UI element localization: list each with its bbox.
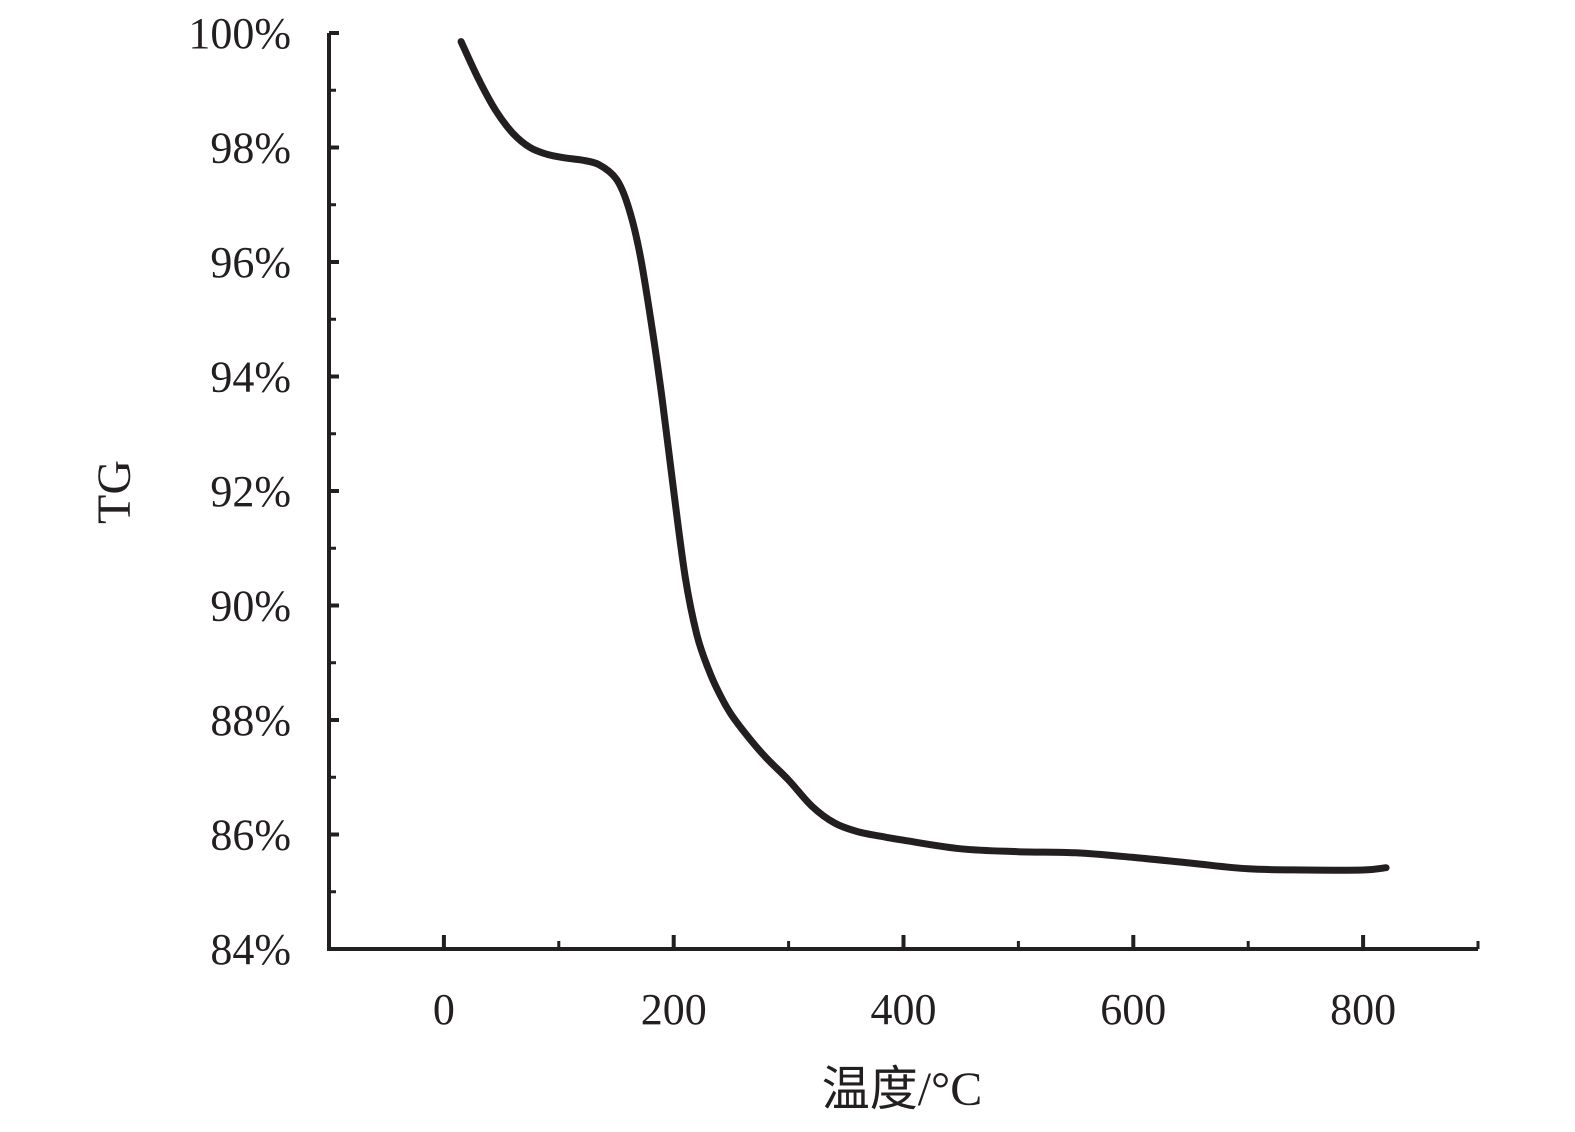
x-axis-ticks: 0 200 400 600 800 bbox=[433, 935, 1480, 1034]
y-tick-label-88: 88% bbox=[210, 696, 291, 745]
y-tick-label-94: 94% bbox=[210, 353, 291, 402]
x-tick-label-800: 800 bbox=[1330, 985, 1396, 1034]
y-axis-label: TG bbox=[88, 460, 141, 524]
axes bbox=[327, 33, 1478, 951]
y-tick-label-90: 90% bbox=[210, 582, 291, 631]
x-tick-label-400: 400 bbox=[871, 985, 937, 1034]
x-axis-label: 温度/°C bbox=[822, 1063, 983, 1116]
series-line-0 bbox=[457, 38, 1390, 874]
axis-lines bbox=[327, 33, 1478, 951]
y-tick-label-84: 84% bbox=[210, 925, 291, 974]
series-group bbox=[457, 38, 1390, 874]
x-tick-label-200: 200 bbox=[641, 985, 707, 1034]
y-tick-label-86: 86% bbox=[210, 811, 291, 860]
y-axis-ticks: 84% 86% 88% 90% 92% 94% 96% 98% 100% bbox=[188, 9, 339, 974]
y-tick-label-92: 92% bbox=[210, 467, 291, 516]
y-tick-label-98: 98% bbox=[210, 124, 291, 173]
x-tick-label-0: 0 bbox=[433, 985, 455, 1034]
x-tick-label-600: 600 bbox=[1100, 985, 1166, 1034]
y-tick-label-100: 100% bbox=[188, 9, 291, 58]
y-tick-label-96: 96% bbox=[210, 238, 291, 287]
